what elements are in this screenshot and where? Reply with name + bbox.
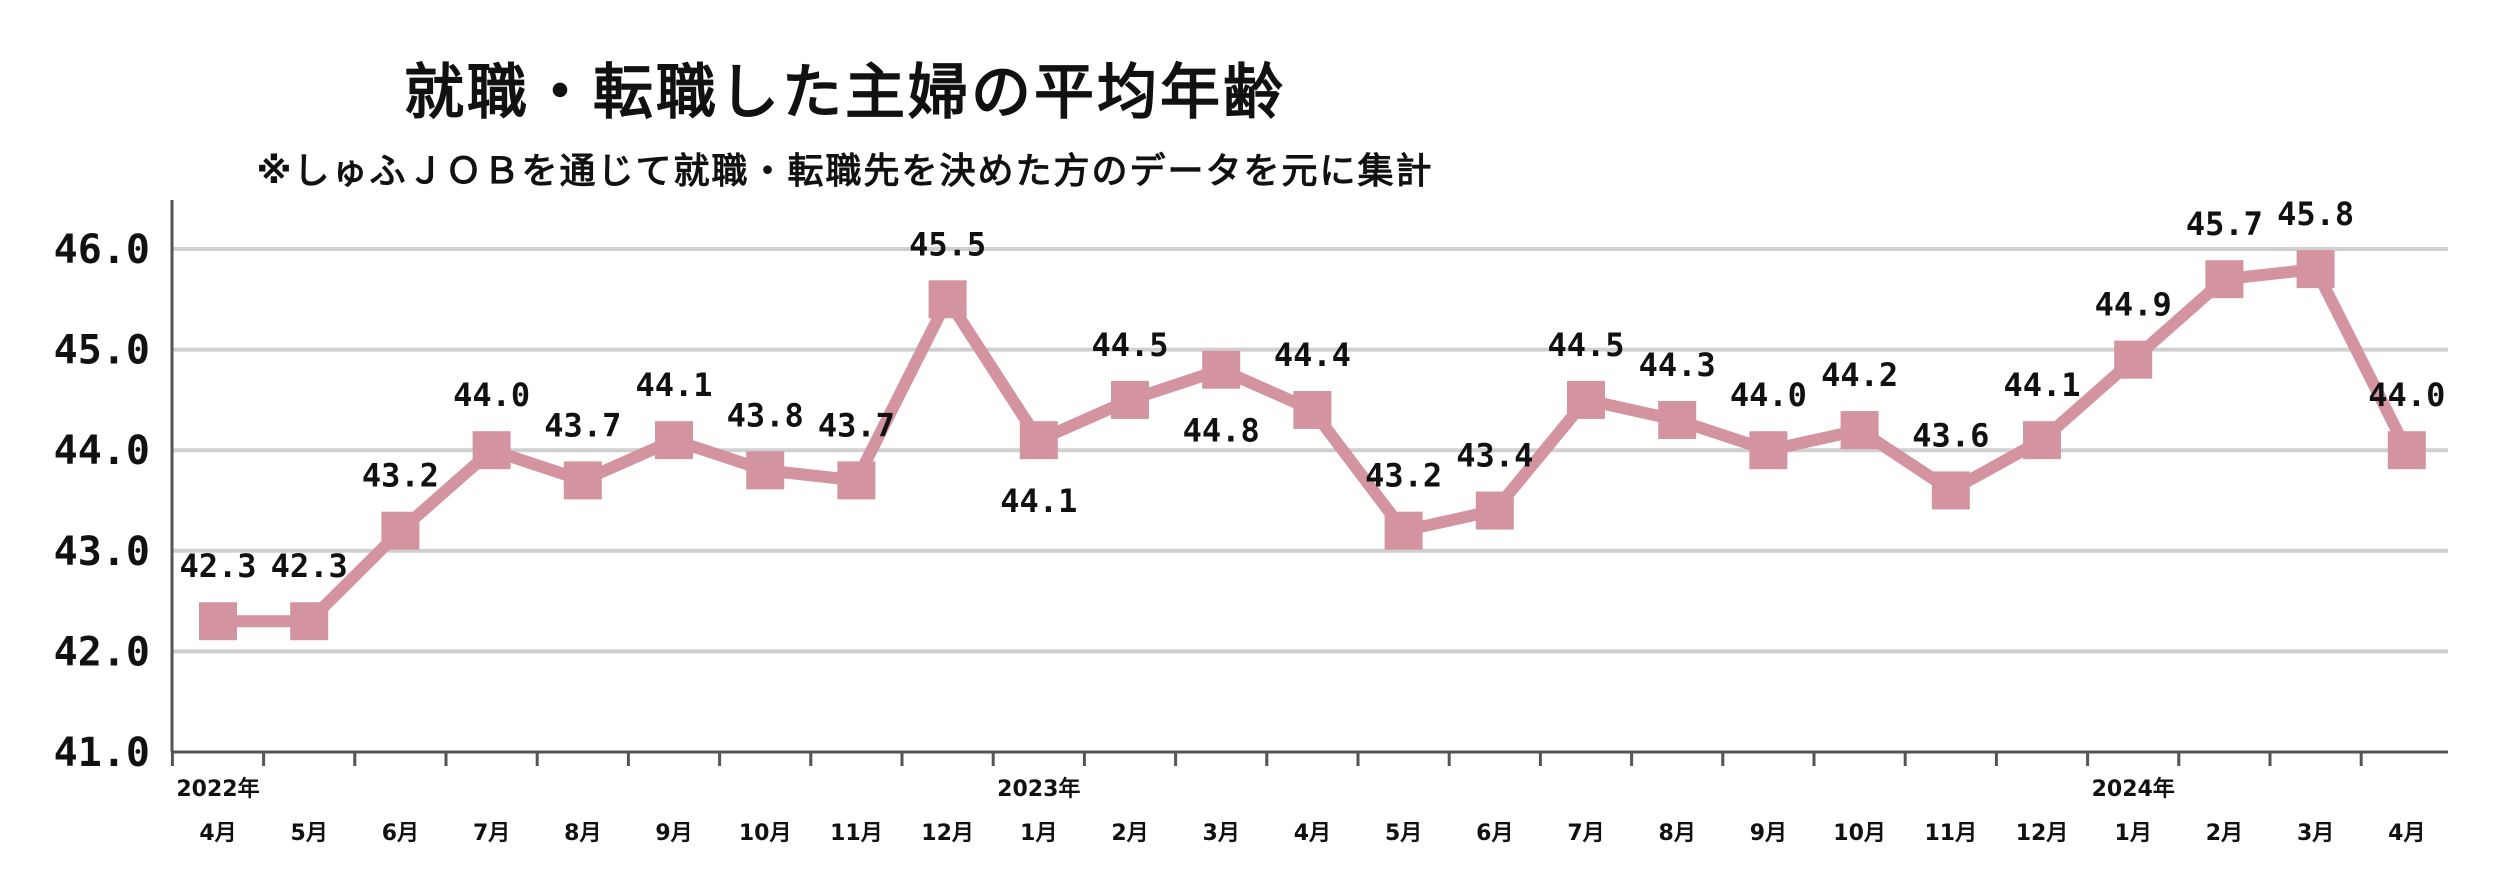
series-line <box>218 263 2413 628</box>
data-point <box>381 511 420 550</box>
data-label: 44.0 <box>453 376 530 414</box>
data-label: 44.1 <box>1000 482 1077 520</box>
x-tick-label: 3月 <box>1203 821 1240 846</box>
data-point <box>2387 431 2426 470</box>
chart-subtitle: ※しゅふＪＯＢを通じて就職・転職先を決めた方のデータを元に集計 <box>256 151 1434 192</box>
data-label: 44.1 <box>2003 366 2080 404</box>
data-label: 42.3 <box>179 547 256 585</box>
x-tick-label: 5月 <box>1385 821 1422 846</box>
grid-lines <box>172 247 2448 654</box>
data-label: 43.4 <box>1456 437 1533 475</box>
data-point <box>563 461 602 500</box>
x-tick-label: 9月 <box>1750 821 1787 846</box>
data-point <box>1293 390 1332 429</box>
y-tick-label: 41.0 <box>54 730 150 776</box>
data-point <box>655 421 693 460</box>
data-label: 44.5 <box>1091 326 1168 364</box>
data-point <box>1019 421 1058 460</box>
year-label: 2023年 <box>997 776 1080 802</box>
data-label: 43.8 <box>727 396 804 434</box>
axes <box>170 200 2448 754</box>
y-tick-label: 44.0 <box>54 428 150 474</box>
data-label: 45.5 <box>909 225 986 263</box>
data-label: 44.1 <box>635 366 712 404</box>
x-tick-label: 6月 <box>1476 821 1513 846</box>
x-tick-label: 8月 <box>1659 821 1696 846</box>
data-point <box>1931 471 1970 510</box>
data-point <box>1840 411 1879 450</box>
x-tick-label: 3月 <box>2297 821 2334 846</box>
x-tick-label: 12月 <box>2016 821 2069 846</box>
data-point <box>472 431 511 470</box>
data-point <box>746 451 785 490</box>
x-tick-label: 2月 <box>1111 821 1148 846</box>
data-label: 44.5 <box>1547 326 1624 364</box>
y-tick-label: 42.0 <box>54 629 150 675</box>
data-label: 44.0 <box>2368 376 2445 414</box>
data-series <box>199 250 2426 641</box>
data-label: 42.3 <box>271 547 348 585</box>
data-labels: 42.3 42.3 43.2 44.0 43.7 44.1 43.8 43.7 45.5 44.1… <box>179 195 2445 585</box>
year-label: 2022年 <box>176 776 259 802</box>
data-label: 43.7 <box>544 406 621 444</box>
data-point <box>290 602 329 641</box>
data-label: 44.2 <box>1821 356 1898 394</box>
x-tick-label: 12月 <box>921 821 974 846</box>
chart-title: 就職・転職した主婦の平均年齢 <box>404 58 1286 128</box>
x-tick-label: 7月 <box>473 821 510 846</box>
x-tick-label: 10月 <box>1833 821 1886 846</box>
data-point <box>2114 340 2153 379</box>
x-tick-label: 9月 <box>655 821 692 846</box>
x-tick-label: 6月 <box>382 821 419 846</box>
data-point <box>199 602 237 641</box>
data-point <box>1384 511 1423 550</box>
y-axis-ticks: 46.0 45.0 44.0 43.0 42.0 41.0 <box>54 227 150 776</box>
data-point <box>2296 250 2335 289</box>
x-tick-label: 1月 <box>2115 821 2152 846</box>
data-point <box>837 461 876 500</box>
data-point <box>1567 380 1605 419</box>
data-label: 43.2 <box>362 457 439 495</box>
data-label: 44.9 <box>2095 286 2172 324</box>
data-point <box>1475 491 1514 530</box>
x-tick-label: 2月 <box>2206 821 2243 846</box>
y-tick-label: 46.0 <box>54 227 150 273</box>
data-label: 45.7 <box>2186 205 2263 243</box>
x-tick-label: 1月 <box>1020 821 1057 846</box>
data-point <box>1111 380 1149 419</box>
x-tick-label: 10月 <box>739 821 792 846</box>
data-point <box>2205 260 2244 299</box>
data-label: 45.8 <box>2277 195 2354 233</box>
y-tick-label: 43.0 <box>54 529 150 575</box>
year-label: 2024年 <box>2092 776 2175 802</box>
data-label: 44.4 <box>1274 336 1351 374</box>
data-point <box>928 280 967 319</box>
y-tick-label: 45.0 <box>54 328 150 374</box>
data-point <box>1658 401 1697 440</box>
data-label: 43.7 <box>818 406 895 444</box>
data-label: 43.2 <box>1365 457 1442 495</box>
x-tick-label: 5月 <box>291 821 328 846</box>
x-tick-label: 4月 <box>2388 821 2425 846</box>
data-label: 44.0 <box>1730 376 1807 414</box>
x-tick-label: 11月 <box>830 821 883 846</box>
x-tick-label: 7月 <box>1567 821 1604 846</box>
x-axis-ticks: 4月 5月 6月 7月 8月 9月 10月 11月 12月 1月 2月 3月 4月 5月 6月 7月 8月 9月 1… <box>170 752 2425 846</box>
data-point <box>1202 350 1241 389</box>
data-label: 43.6 <box>1912 416 1989 454</box>
data-label: 44.3 <box>1639 346 1716 384</box>
x-tick-label: 8月 <box>564 821 601 846</box>
x-tick-label: 11月 <box>1924 821 1977 846</box>
x-tick-label: 4月 <box>199 821 236 846</box>
data-point <box>1749 431 1788 470</box>
x-tick-label: 4月 <box>1294 821 1331 846</box>
data-label: 44.8 <box>1183 412 1260 450</box>
data-point <box>2023 421 2061 460</box>
